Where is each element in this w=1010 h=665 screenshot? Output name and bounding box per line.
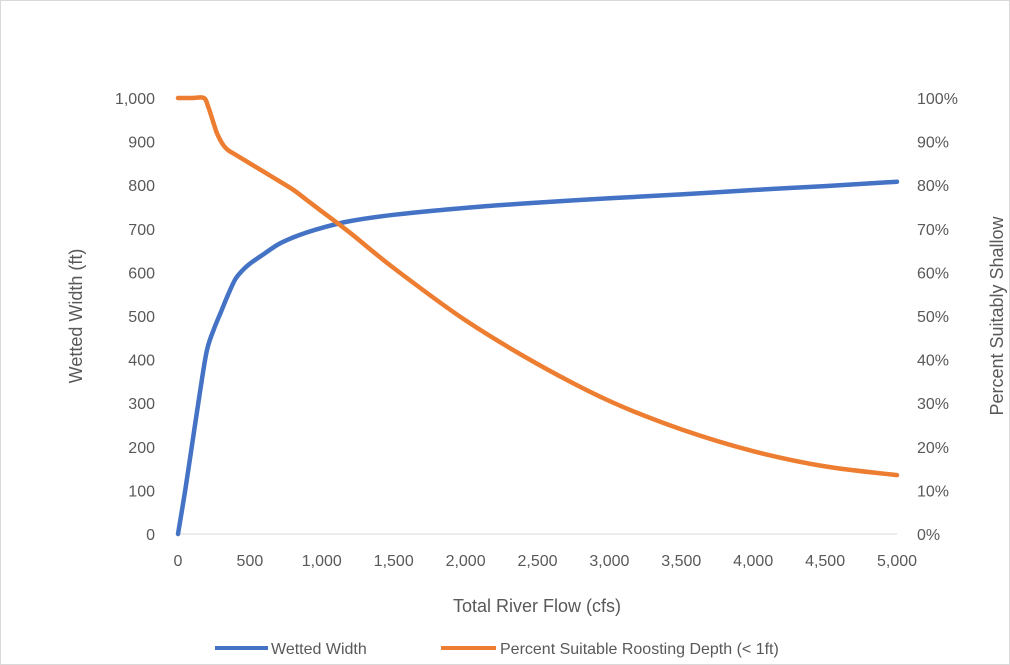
y2-tick-label: 50%: [917, 309, 949, 326]
x-tick-label: 3,000: [589, 553, 629, 570]
x-tick-label: 2,500: [517, 553, 557, 570]
y2-tick-label: 20%: [917, 440, 949, 457]
y-tick-label: 800: [128, 178, 155, 195]
x-tick-label: 4,500: [805, 553, 845, 570]
y-tick-label: 100: [128, 483, 155, 500]
y2-tick-label: 0%: [917, 527, 940, 544]
y2-tick-label: 30%: [917, 396, 949, 413]
y2-tick-label: 60%: [917, 265, 949, 282]
series-line-wetted-width: [175, 179, 900, 537]
y-tick-label: 600: [128, 265, 155, 282]
y2-axis-title: Percent Suitably Shallow: [987, 215, 1007, 415]
x-tick-label: 0: [174, 553, 183, 570]
series-lines: [175, 95, 900, 537]
y2-tick-label: 90%: [917, 135, 949, 152]
y-tick-label: 300: [128, 396, 155, 413]
x-tick-label: 4,000: [733, 553, 773, 570]
y-axis-ticks: 0 100 200 300 400 500 600 700 800 900 1,000: [115, 91, 155, 544]
y-tick-label: 700: [128, 222, 155, 239]
y2-tick-label: 10%: [917, 483, 949, 500]
x-tick-label: 2,000: [446, 553, 486, 570]
y-tick-label: 0: [146, 527, 155, 544]
x-tick-label: 1,000: [302, 553, 342, 570]
x-tick-label: 3,500: [661, 553, 701, 570]
series-line-percent-suitable-roosting-depth: [175, 95, 900, 478]
y2-axis-ticks: 0% 10% 20% 30% 40% 50% 60% 70% 80% 90% 100%: [917, 91, 958, 544]
x-tick-label: 1,500: [374, 553, 414, 570]
y-tick-label: 400: [128, 353, 155, 370]
y-axis-title: Wetted Width (ft): [66, 249, 86, 384]
legend-label-percent-suitable-roosting-depth: Percent Suitable Roosting Depth (< 1ft): [500, 641, 779, 658]
y-tick-label: 200: [128, 440, 155, 457]
y2-tick-label: 40%: [917, 353, 949, 370]
legend: Wetted Width Percent Suitable Roosting D…: [215, 641, 779, 658]
x-tick-label: 500: [237, 553, 264, 570]
y2-tick-label: 70%: [917, 222, 949, 239]
y-tick-label: 900: [128, 135, 155, 152]
x-tick-label: 5,000: [877, 553, 917, 570]
legend-label-wetted-width: Wetted Width: [271, 641, 367, 658]
x-axis-ticks: 0 500 1,000 1,500 2,000 2,500 3,000 3,500 4,000 4…: [174, 553, 918, 570]
y-tick-label: 500: [128, 309, 155, 326]
x-axis-title: Total River Flow (cfs): [453, 596, 621, 616]
y2-tick-label: 100%: [917, 91, 958, 108]
y2-tick-label: 80%: [917, 178, 949, 195]
y-tick-label: 1,000: [115, 91, 155, 108]
